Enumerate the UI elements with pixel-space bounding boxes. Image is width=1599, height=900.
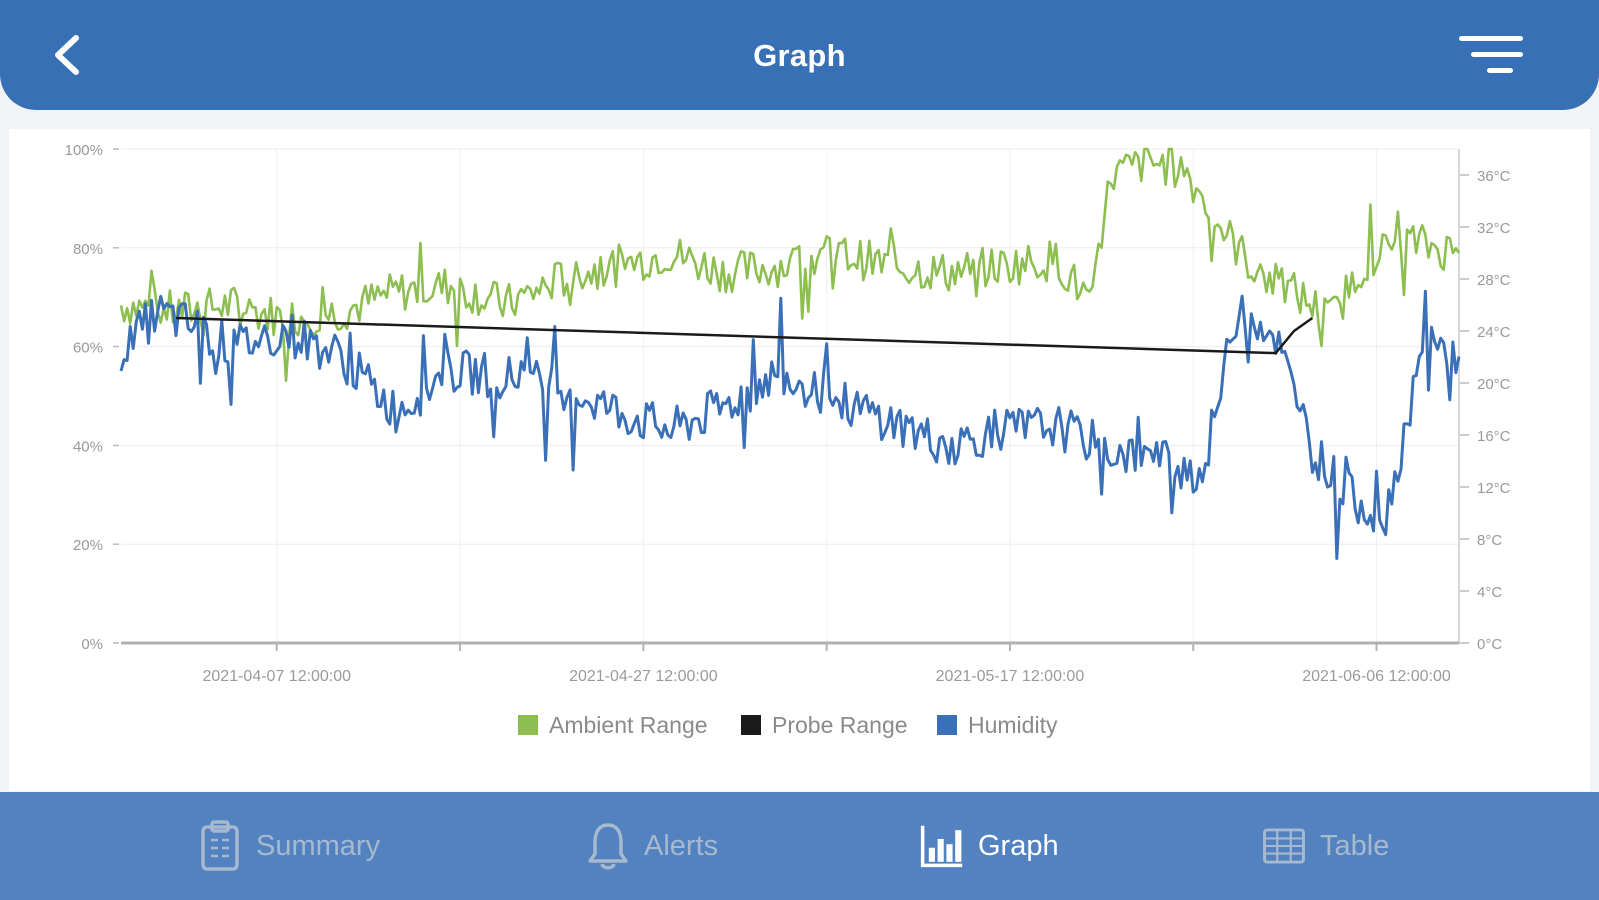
- legend-label-1: Probe Range: [772, 712, 908, 738]
- legend-label-0: Ambient Range: [549, 712, 708, 738]
- tab-table-label: Table: [1320, 829, 1390, 862]
- y-right-tick-label: 12°C: [1477, 480, 1511, 497]
- y-right-tick-label: 36°C: [1477, 168, 1511, 185]
- series-humidity: [119, 289, 1461, 560]
- legend-swatch-1: [741, 715, 761, 735]
- tab-summary[interactable]: Summary: [198, 792, 380, 900]
- tab-alerts-label: Alerts: [644, 829, 719, 862]
- y-left-tick-label: 100%: [65, 142, 103, 159]
- y-right-tick-label: 4°C: [1477, 584, 1502, 601]
- series-probe-range: [175, 316, 1314, 355]
- legend-swatch-0: [518, 715, 538, 735]
- chevron-left-icon[interactable]: [44, 30, 94, 80]
- table-grid-icon: [1263, 828, 1305, 864]
- x-tick-label: 2021-04-27 12:00:00: [569, 668, 718, 685]
- y-left-tick-label: 0%: [81, 636, 103, 653]
- chart-card: 0% 20% 40% 60% 80% 100% 0°C 4°C 8°C 12°C 16°C 20°C 2…: [9, 129, 1590, 791]
- filter-menu-icon[interactable]: [1457, 34, 1527, 80]
- y-right-tick-label: 0°C: [1477, 636, 1502, 653]
- y-left-tick-label: 80%: [73, 241, 103, 258]
- x-tick-label: 2021-06-06 12:00:00: [1302, 668, 1451, 685]
- y-right-tick-label: 32°C: [1477, 220, 1511, 237]
- humidity-temperature-chart[interactable]: 0% 20% 40% 60% 80% 100% 0°C 4°C 8°C 12°C 16°C 20°C 2…: [9, 129, 1590, 791]
- tab-table[interactable]: Table: [1262, 792, 1389, 900]
- y-left-tick-label: 40%: [73, 438, 103, 455]
- bottom-tab-bar: Summary Alerts Graph Table: [0, 792, 1599, 900]
- legend-swatch-2: [937, 715, 957, 735]
- x-tick-label: 2021-04-07 12:00:00: [203, 668, 352, 685]
- y-right-tick-label: 20°C: [1477, 376, 1511, 393]
- tab-summary-label: Summary: [256, 829, 381, 862]
- y-right-tick-label: 16°C: [1477, 428, 1511, 445]
- top-app-bar: Graph: [0, 0, 1599, 110]
- legend-label-2: Humidity: [968, 712, 1058, 738]
- clipboard-icon: [201, 820, 239, 871]
- tab-alerts[interactable]: Alerts: [586, 792, 718, 900]
- page-title: Graph: [753, 38, 846, 73]
- y-right-tick-label: 24°C: [1477, 324, 1511, 341]
- bell-icon: [588, 823, 628, 870]
- tab-graph[interactable]: Graph: [920, 792, 1059, 900]
- y-left-tick-label: 20%: [73, 537, 103, 554]
- bar-chart-icon: [920, 825, 963, 868]
- x-tick-label: 2021-05-17 12:00:00: [936, 668, 1085, 685]
- y-right-tick-label: 8°C: [1477, 532, 1502, 549]
- y-left-tick-label: 60%: [73, 340, 103, 357]
- series-ambient-range: [119, 147, 1461, 382]
- y-right-tick-label: 28°C: [1477, 272, 1511, 289]
- tab-graph-label: Graph: [978, 829, 1059, 862]
